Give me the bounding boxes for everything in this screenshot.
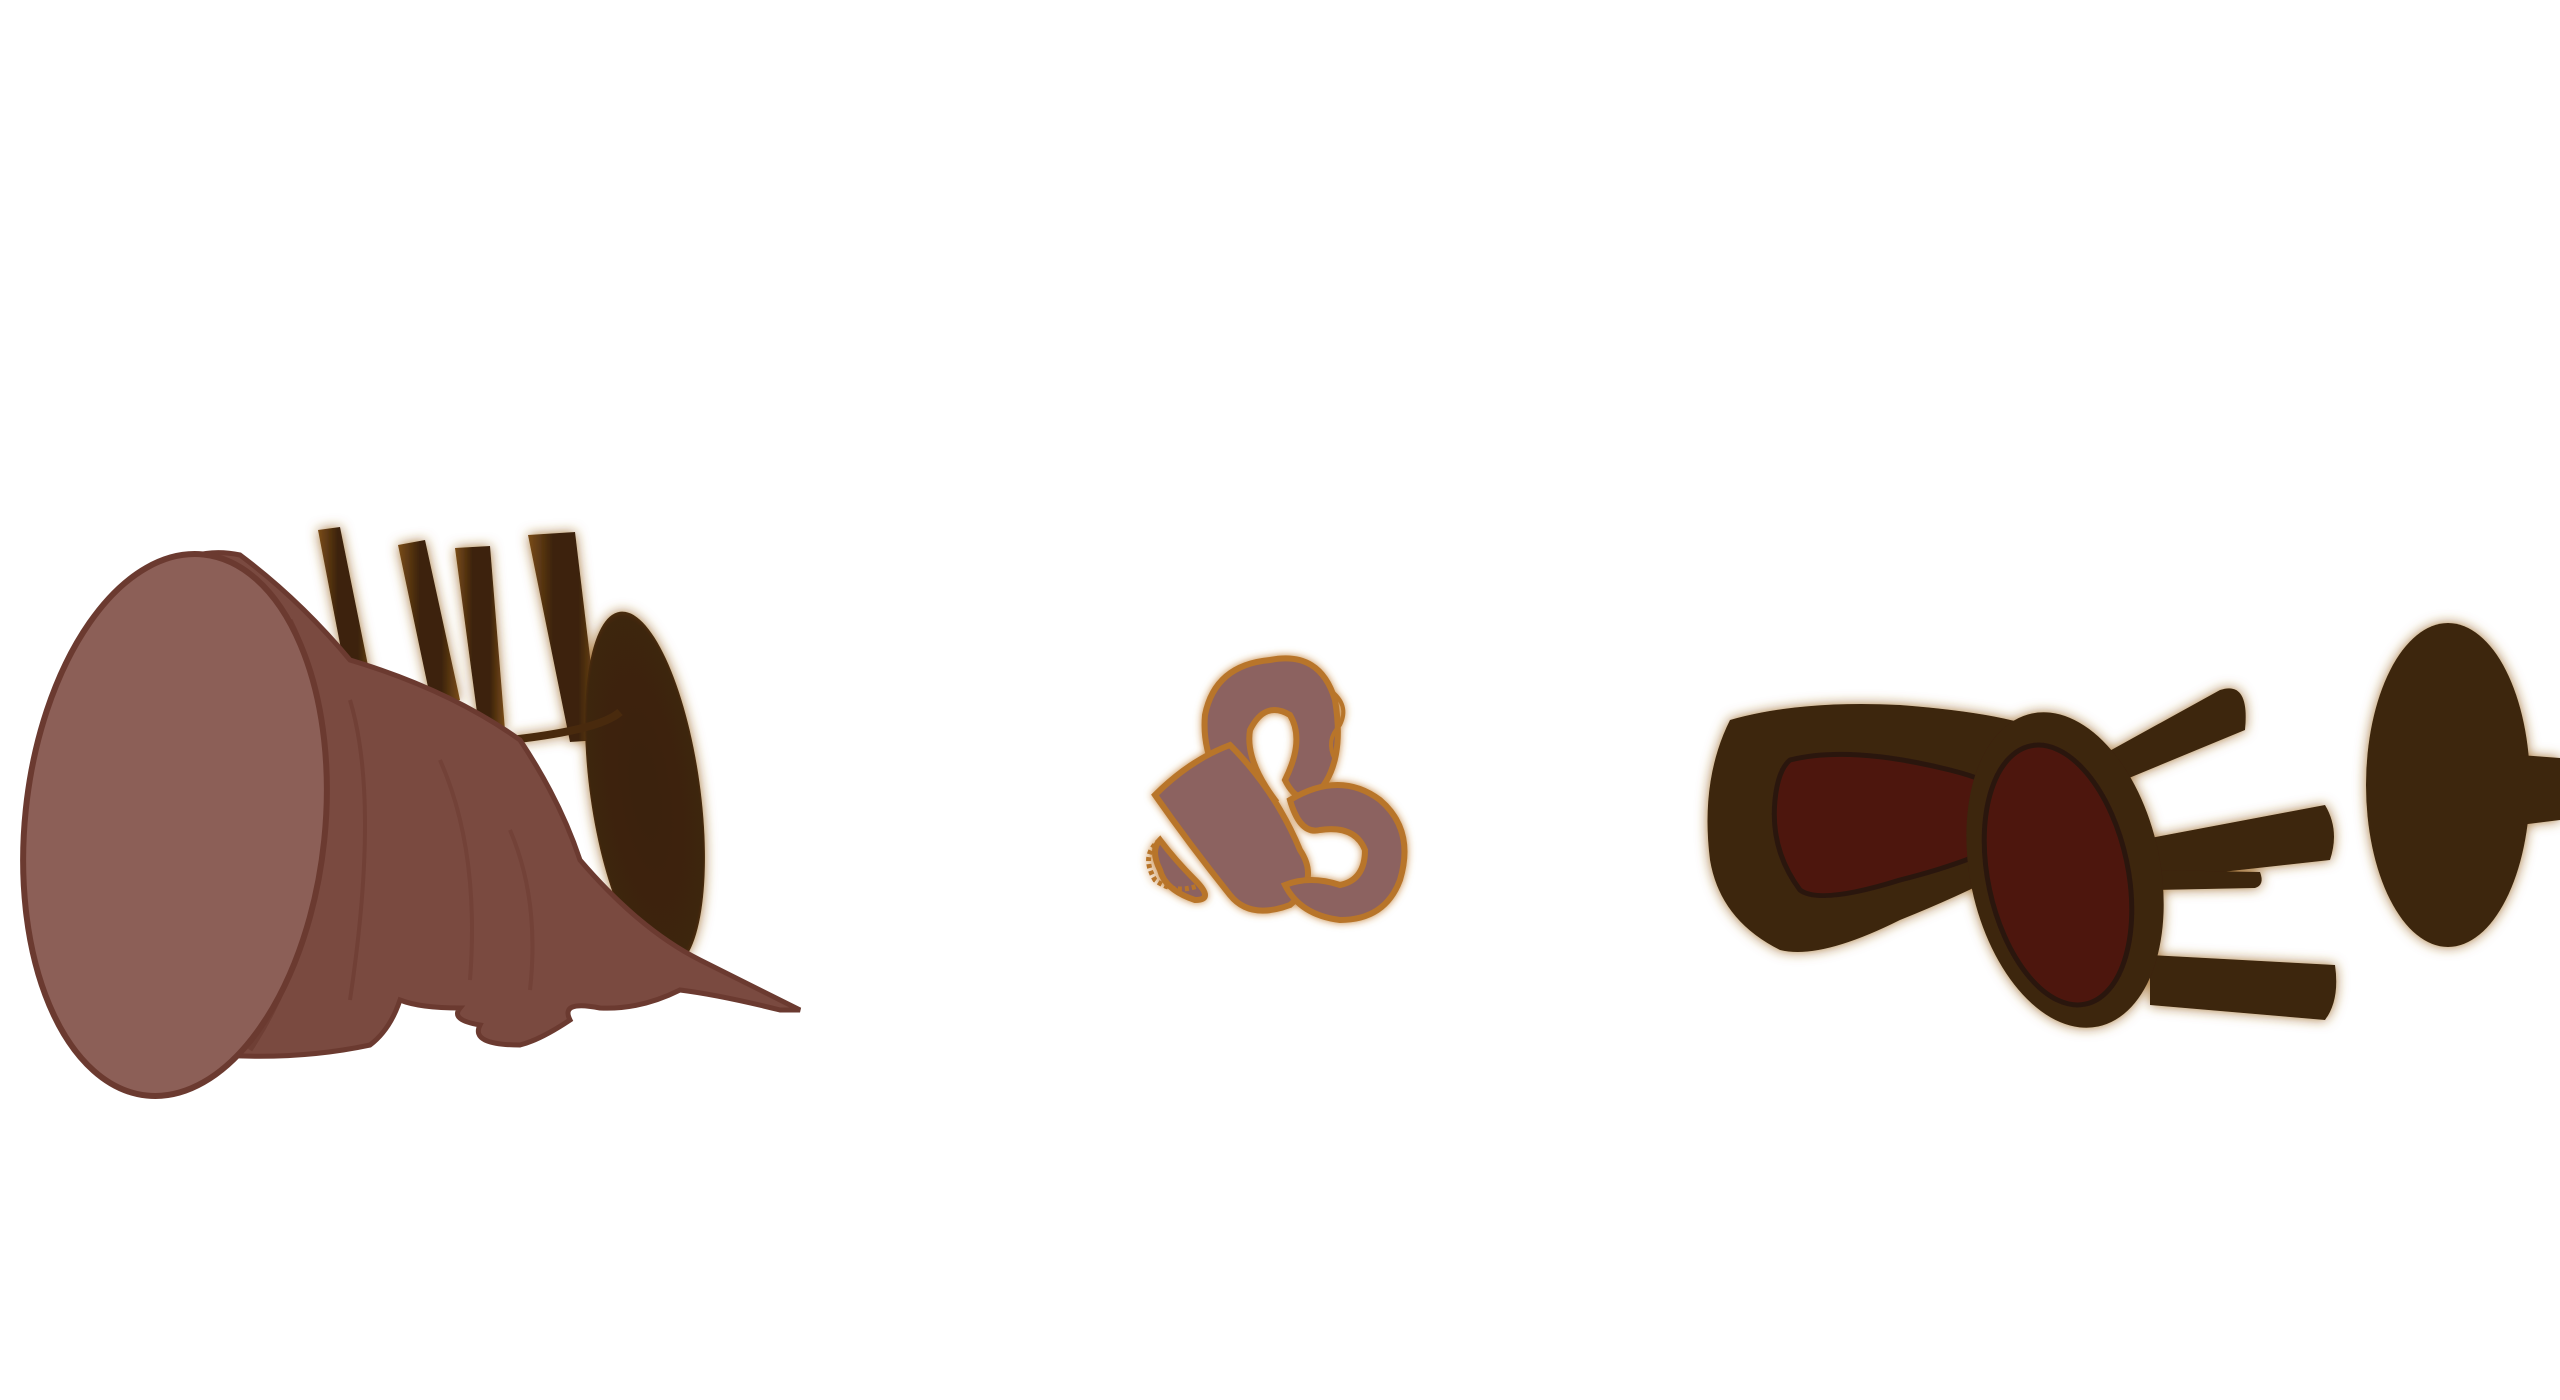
toppled-red-cushion-chair — [1707, 688, 2337, 1028]
tangled-rope-pretzel — [1146, 655, 1408, 924]
fallen-chair-icon — [1707, 688, 2337, 1028]
tipped-stool-icon — [318, 527, 705, 969]
stool-seat-edge — [2366, 623, 2560, 947]
stool-icon — [2366, 623, 2560, 947]
sack — [20, 550, 802, 1099]
overturned-stool-with-sack — [20, 527, 802, 1099]
rope-knot-icon — [1151, 655, 1408, 924]
